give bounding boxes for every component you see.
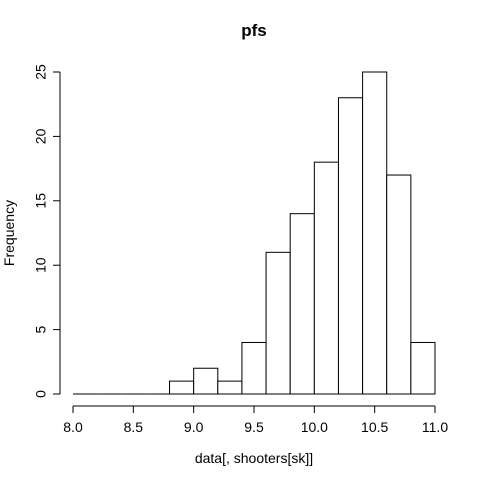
histogram-bar xyxy=(241,341,267,395)
x-axis-label: data[, shooters[sk]] xyxy=(195,450,313,466)
histogram-bar xyxy=(169,380,195,395)
y-tick-label: 10 xyxy=(33,257,49,273)
chart-title: pfs xyxy=(241,21,267,40)
y-tick-label: 15 xyxy=(33,193,49,209)
histogram-bar xyxy=(265,251,291,395)
y-tick-label: 5 xyxy=(33,325,49,333)
y-axis-label: Frequency xyxy=(1,200,17,266)
x-tick-label: 9.0 xyxy=(184,419,204,435)
histogram-bar xyxy=(289,213,315,395)
bars-group xyxy=(73,71,436,395)
x-axis: 8.0 8.5 9.0 9.5 10.0 10.5 11.0 xyxy=(63,405,448,435)
histogram-bar xyxy=(217,380,243,395)
histogram-bar xyxy=(313,161,339,395)
histogram-bar xyxy=(337,97,364,395)
histogram-bar xyxy=(386,174,412,395)
y-tick-label: 25 xyxy=(33,64,49,80)
x-tick-label: 11.0 xyxy=(422,419,448,435)
x-tick-label: 8.0 xyxy=(63,419,83,435)
x-tick-label: 10.5 xyxy=(361,419,388,435)
histogram-bar xyxy=(362,71,388,395)
x-tick-label: 9.5 xyxy=(244,419,264,435)
x-tick-label: 8.5 xyxy=(124,419,144,435)
y-tick-label: 0 xyxy=(33,390,49,398)
y-axis: 0 5 10 15 20 25 xyxy=(33,64,61,398)
histogram-bar xyxy=(410,341,436,395)
histogram-bar xyxy=(193,367,219,395)
y-tick-label: 20 xyxy=(33,128,49,144)
x-tick-label: 10.0 xyxy=(301,419,328,435)
